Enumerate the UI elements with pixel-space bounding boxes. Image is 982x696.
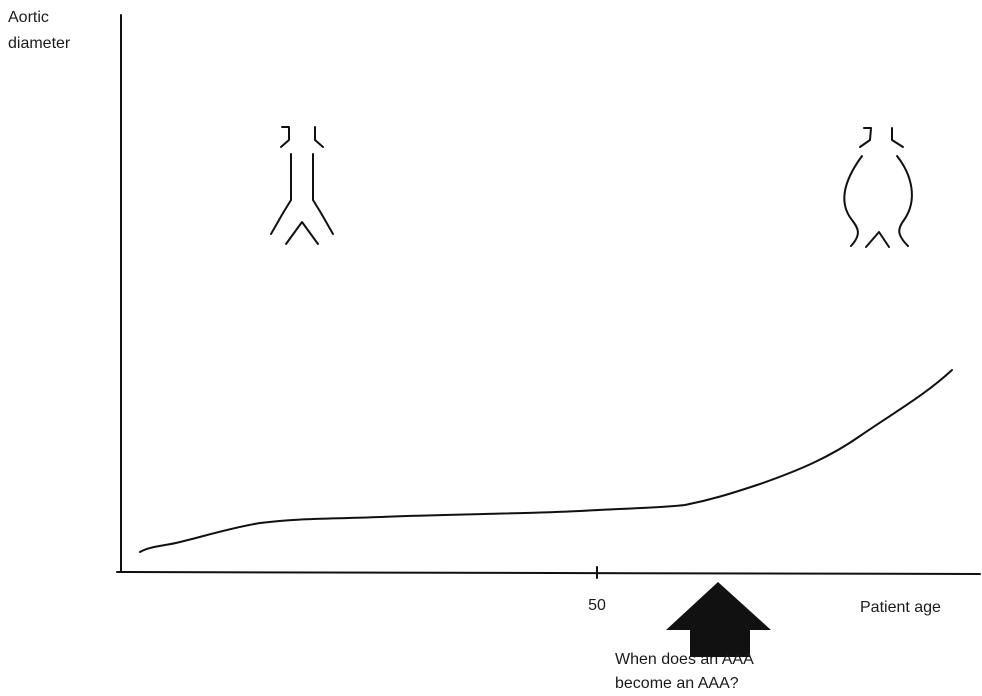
arrow bbox=[666, 582, 771, 657]
page: {"y_axis_label": ["Aortic", "diameter"],… bbox=[0, 0, 982, 696]
aneurysm-aorta-icon bbox=[844, 128, 912, 247]
diagram: Aortic diameter 50 Patient age When does… bbox=[0, 0, 982, 696]
normal-aorta-icon bbox=[271, 127, 333, 244]
x-axis-label: Patient age bbox=[860, 599, 941, 616]
y-axis-label: Aortic bbox=[8, 9, 49, 26]
x-axis bbox=[117, 572, 980, 574]
annotation: become an AAA? bbox=[615, 675, 739, 692]
y-axis-label: diameter bbox=[8, 35, 71, 52]
annotation: When does an AAA bbox=[615, 651, 754, 668]
x-tick-label: 50 bbox=[588, 597, 606, 614]
diameter-curve bbox=[140, 370, 952, 552]
